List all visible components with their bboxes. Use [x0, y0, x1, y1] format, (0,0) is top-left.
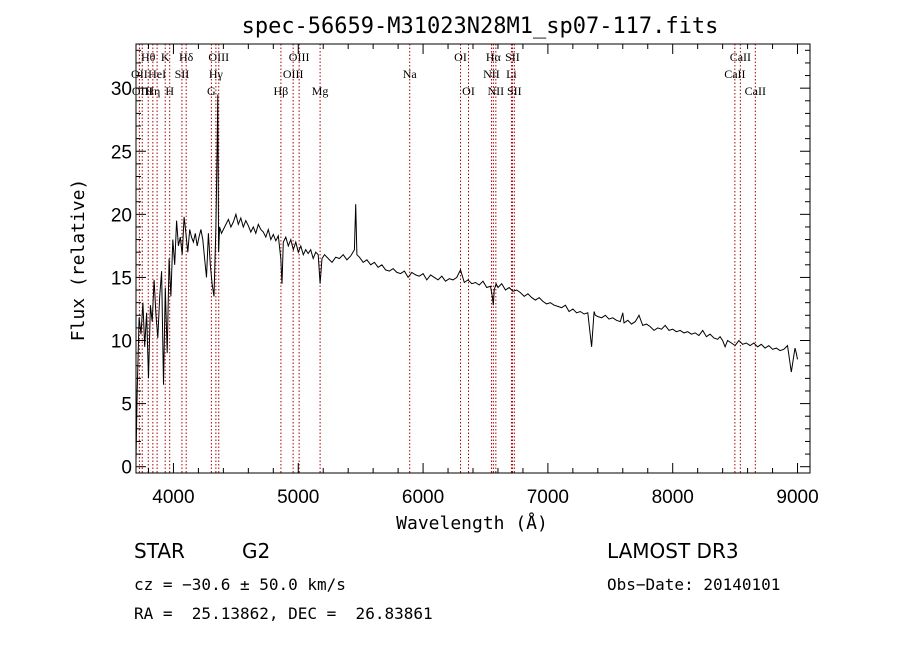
y-axis-label: Flux (relative): [68, 179, 89, 342]
line-label-20: Hα: [486, 50, 502, 64]
line-label-10: Hγ: [209, 67, 224, 81]
observation-date: Obs−Date: 20140101: [607, 575, 781, 594]
flux-series-line: [135, 94, 798, 461]
line-label-3: Hη: [145, 84, 160, 98]
line-label-23: SII: [505, 50, 520, 64]
line-label-5: K: [161, 50, 170, 64]
object-subclass: G2: [242, 539, 271, 563]
y-tick-label-3: 15: [111, 268, 132, 289]
line-label-21: NII: [488, 84, 505, 98]
redshift-velocity: cz = −30.6 ± 50.0 km/s: [134, 575, 346, 594]
spectral-line-labels: OIIOIIIHθHηHeIKHSIIHδGHγOIIIHβOIIIOIIIMg…: [131, 50, 766, 98]
chart-title: spec-56659-M31023N28M1_sp07-117.fits: [242, 14, 719, 39]
line-label-12: Hβ: [274, 84, 289, 98]
x-tick-label-4: 8000: [652, 487, 694, 508]
line-label-4: HeI: [148, 67, 166, 81]
x-tick-label-2: 6000: [402, 487, 444, 508]
line-label-1: OIII: [132, 84, 153, 98]
line-label-11: OIII: [208, 50, 229, 64]
line-label-18: OI: [462, 84, 475, 98]
x-axis-label: Wavelength (Å): [396, 512, 548, 534]
y-tick-label-5: 25: [111, 142, 132, 163]
line-label-22: Li: [506, 67, 517, 81]
line-label-24: SII: [507, 84, 522, 98]
line-label-8: Hδ: [179, 50, 194, 64]
coordinates: RA = 25.13862, DEC = 26.83861: [134, 604, 433, 623]
line-label-14: OIII: [289, 50, 310, 64]
line-label-0: OII: [131, 67, 148, 81]
line-label-16: Na: [403, 67, 418, 81]
object-class: STAR: [134, 539, 185, 563]
line-label-15: Mg: [312, 84, 329, 98]
line-label-13: OIII: [283, 67, 304, 81]
line-label-6: H: [165, 84, 174, 98]
line-label-7: SII: [175, 67, 190, 81]
x-axis-ticks: 4000 5000 6000 7000 8000 9000: [147, 44, 819, 508]
line-label-25: CaII: [724, 67, 745, 81]
y-tick-label-4: 20: [111, 205, 132, 226]
x-tick-label-3: 7000: [527, 487, 569, 508]
line-label-9: G: [207, 84, 216, 98]
x-tick-label-0: 4000: [152, 487, 194, 508]
spectral-line-markers: [138, 44, 756, 473]
line-label-27: CaII: [745, 84, 766, 98]
plot-frame: [135, 43, 811, 474]
line-label-26: CaII: [730, 50, 751, 64]
y-tick-label-2: 10: [111, 332, 132, 353]
y-axis-ticks: 0 5 10 15 20 25 30: [111, 49, 810, 479]
line-label-2: Hθ: [141, 50, 156, 64]
y-tick-label-1: 5: [121, 395, 132, 416]
y-tick-label-6: 30: [111, 79, 132, 100]
y-tick-label-0: 0: [121, 458, 132, 479]
x-tick-label-5: 9000: [776, 487, 818, 508]
line-label-17: OI: [454, 50, 467, 64]
line-label-19: NII: [483, 67, 500, 81]
survey-name: LAMOST DR3: [607, 539, 739, 563]
x-tick-label-1: 5000: [277, 487, 319, 508]
